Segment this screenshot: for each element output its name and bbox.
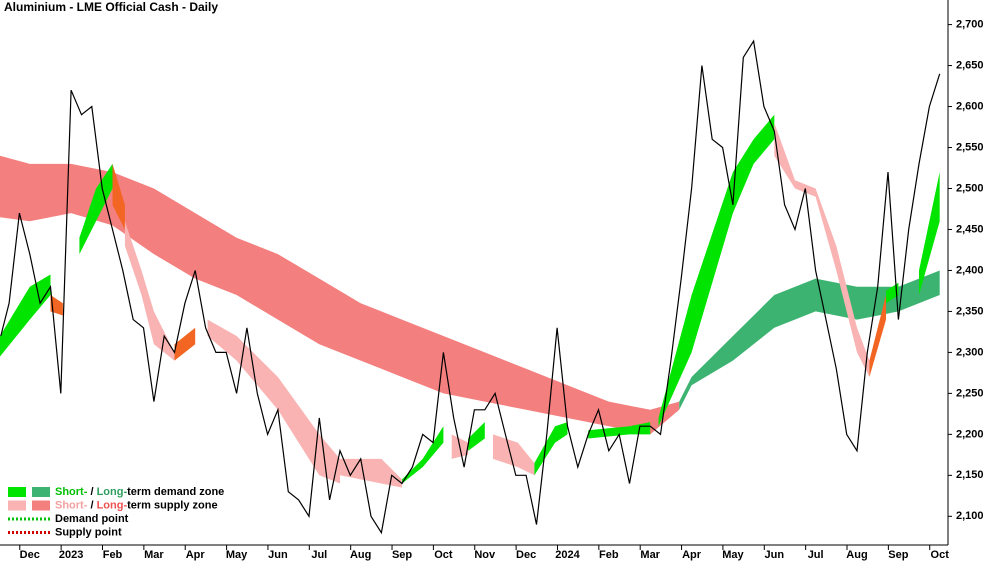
zone: [0, 274, 51, 357]
legend-swatch: [8, 500, 26, 511]
y-tick-label: 2,300: [956, 346, 984, 358]
zone: [112, 163, 125, 230]
x-tick-label: Dec: [20, 549, 40, 561]
legend-label-part: Supply point: [55, 526, 122, 538]
zone: [774, 122, 870, 378]
x-tick-label: Apr: [186, 549, 206, 561]
x-tick-label: Apr: [682, 549, 702, 561]
legend-label: Demand point: [55, 513, 129, 525]
chart-title: Aluminium - LME Official Cash - Daily: [4, 0, 218, 14]
legend-label-part: Short-: [55, 499, 88, 511]
legend-label-part: term demand zone: [127, 486, 224, 498]
legend-label: Supply point: [55, 526, 122, 538]
zone: [207, 319, 340, 484]
legend-swatch: [8, 487, 26, 497]
legend-label: Short- / Long-term supply zone: [55, 499, 218, 511]
zone: [50, 295, 63, 316]
x-tick-label: Dec: [516, 549, 536, 561]
y-tick-label: 2,700: [956, 18, 984, 30]
y-tick-label: 2,650: [956, 59, 984, 71]
x-tick-label: Mar: [144, 549, 164, 561]
zone: [679, 270, 940, 410]
price-line: [0, 39, 941, 535]
x-tick-label: May: [226, 549, 248, 561]
legend-label-part: Long-: [97, 499, 128, 511]
y-tick-label: 2,600: [956, 100, 984, 112]
zone: [658, 114, 775, 427]
y-tick-label: 2,150: [956, 469, 984, 481]
legend-label-part: /: [87, 499, 96, 511]
x-tick-label: Sep: [888, 549, 908, 561]
zone: [869, 295, 886, 377]
x-tick-label: Feb: [599, 549, 619, 561]
zone: [79, 163, 113, 255]
legend-label-part: /: [87, 486, 96, 498]
legend-label-part: Long-: [97, 486, 128, 498]
zone: [174, 327, 196, 361]
x-tick-label: Aug: [350, 549, 371, 561]
legend-swatch: [32, 500, 50, 511]
y-tick-label: 2,200: [956, 428, 984, 440]
x-tick-label: Sep: [392, 549, 412, 561]
x-tick-label: Oct: [434, 549, 453, 561]
y-tick-label: 2,400: [956, 264, 984, 276]
zone: [534, 422, 568, 476]
zone: [493, 434, 535, 476]
x-tick-label: Nov: [474, 549, 496, 561]
legend-swatch: [32, 487, 50, 497]
x-tick-label: May: [722, 549, 744, 561]
y-tick-label: 2,350: [956, 305, 984, 317]
zone: [886, 282, 899, 304]
legend-label-part: term supply zone: [127, 499, 217, 511]
zone: [588, 422, 651, 439]
y-tick-label: 2,100: [956, 510, 984, 522]
x-tick-label: Jul: [808, 549, 824, 561]
zone: [0, 155, 680, 435]
x-tick-label: Oct: [931, 549, 950, 561]
legend-label-part: Demand point: [55, 513, 129, 525]
zone: [468, 422, 485, 451]
legend-label: Short- / Long-term demand zone: [55, 486, 224, 498]
zone: [124, 221, 175, 361]
legend-label-part: Short-: [55, 486, 88, 498]
y-tick-label: 2,550: [956, 141, 984, 153]
x-tick-label: 2024: [555, 549, 580, 561]
x-tick-label: Feb: [103, 549, 123, 561]
x-tick-label: Jul: [311, 549, 327, 561]
x-tick-label: Jun: [268, 549, 288, 561]
zone: [919, 172, 940, 295]
y-tick-label: 2,250: [956, 387, 984, 399]
zone: [402, 426, 444, 484]
x-tick-label: Jun: [765, 549, 785, 561]
x-tick-label: 2023: [59, 549, 83, 561]
y-tick-label: 2,450: [956, 223, 984, 235]
x-tick-label: Mar: [640, 549, 660, 561]
x-tick-label: Aug: [846, 549, 867, 561]
y-tick-label: 2,500: [956, 182, 984, 194]
